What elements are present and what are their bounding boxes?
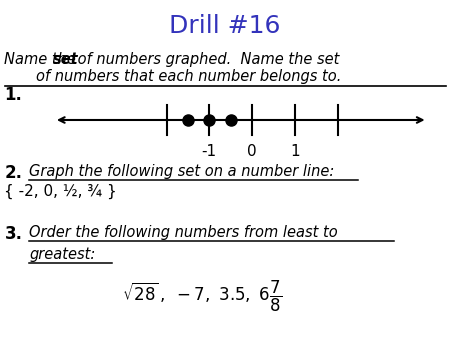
Text: 3.: 3. xyxy=(4,225,22,243)
Text: set: set xyxy=(53,52,79,67)
Text: Drill #16: Drill #16 xyxy=(169,14,281,38)
Text: of numbers that each number belongs to.: of numbers that each number belongs to. xyxy=(36,69,342,83)
Text: 1.: 1. xyxy=(4,86,22,104)
Text: Name the: Name the xyxy=(4,52,81,67)
Text: { -2, 0, ½, ¾ }: { -2, 0, ½, ¾ } xyxy=(4,184,117,199)
Text: greatest:: greatest: xyxy=(29,247,95,262)
Text: of numbers graphed.  Name the set: of numbers graphed. Name the set xyxy=(73,52,340,67)
Text: $\sqrt{28}\,,\ -7,\ 3.5,\ 6\dfrac{7}{8}$: $\sqrt{28}\,,\ -7,\ 3.5,\ 6\dfrac{7}{8}$ xyxy=(122,279,282,314)
Text: 0: 0 xyxy=(247,144,257,159)
Text: 2.: 2. xyxy=(4,164,22,182)
Text: Graph the following set on a number line:: Graph the following set on a number line… xyxy=(29,164,334,179)
Text: Order the following numbers from least to: Order the following numbers from least t… xyxy=(29,225,338,240)
Text: 1: 1 xyxy=(290,144,300,159)
Text: -1: -1 xyxy=(202,144,217,159)
